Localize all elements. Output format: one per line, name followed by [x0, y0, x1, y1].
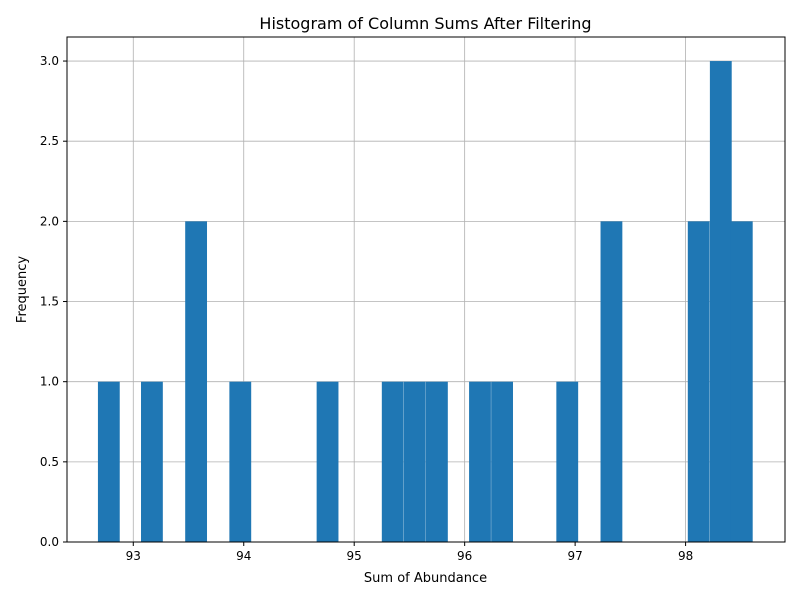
histogram-bar: [491, 381, 513, 542]
histogram-bar: [709, 61, 732, 543]
histogram-bar: [97, 381, 120, 542]
x-tick-label: 95: [347, 549, 362, 563]
chart-title: Histogram of Column Sums After Filtering: [259, 14, 591, 33]
y-tick-label: 1.0: [40, 375, 59, 389]
y-tick-label: 2.0: [40, 214, 59, 228]
plot-frame: [66, 36, 786, 543]
histogram-bar: [185, 221, 208, 542]
y-tick-label: 0.0: [40, 535, 59, 549]
histogram-bar: [316, 381, 339, 542]
histogram-bar: [687, 221, 710, 542]
x-tick-label: 96: [457, 549, 472, 563]
histogram-bar: [141, 381, 163, 542]
axis-ticks: 93 94 95 96 97 98 0.0 0.5 1.0 1.5 2.0 2.5 3.0: [40, 54, 693, 563]
y-tick-label: 3.0: [40, 54, 59, 68]
histogram-bars: [97, 61, 753, 543]
histogram-bar: [403, 381, 426, 542]
y-tick-label: 2.5: [40, 134, 59, 148]
y-tick-label: 0.5: [40, 455, 59, 469]
histogram-bar: [556, 381, 579, 542]
histogram-bar: [229, 381, 252, 542]
x-axis-label: Sum of Abundance: [364, 571, 487, 586]
x-tick-label: 93: [126, 549, 141, 563]
y-tick-label: 1.5: [40, 295, 59, 309]
histogram-bar: [730, 221, 753, 542]
y-axis-label: Frequency: [15, 256, 30, 323]
x-tick-label: 97: [567, 549, 582, 563]
histogram-bar: [426, 381, 448, 542]
histogram-bar: [381, 381, 404, 542]
histogram-bar: [469, 381, 491, 542]
x-tick-label: 94: [236, 549, 251, 563]
x-tick-label: 98: [678, 549, 693, 563]
histogram-bar: [600, 221, 623, 542]
